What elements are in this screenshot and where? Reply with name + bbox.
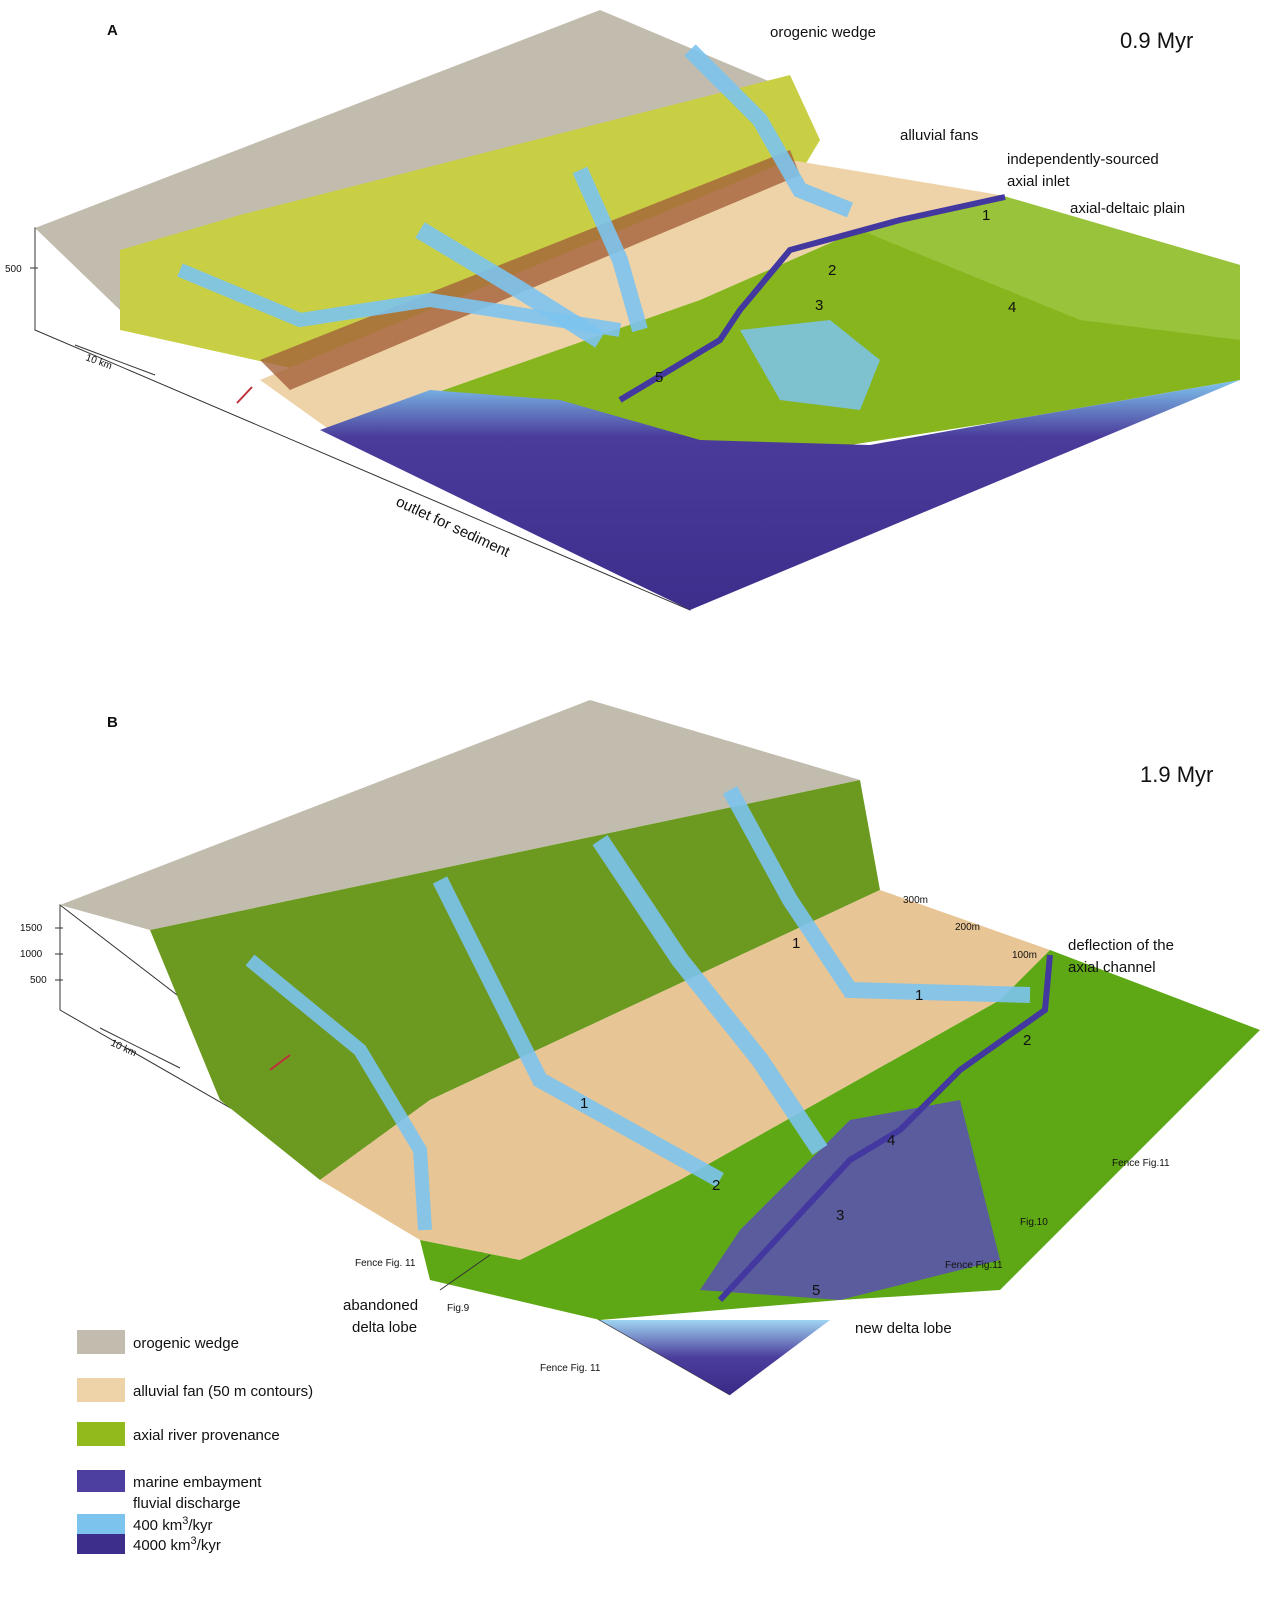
label: axial inlet	[1007, 173, 1070, 190]
label: delta lobe	[352, 1319, 417, 1336]
channel-number: 1	[792, 935, 800, 952]
marine-embayment	[600, 1320, 830, 1395]
channel-number: 1	[580, 1095, 588, 1112]
legend-swatch	[77, 1378, 125, 1402]
legend: orogenic wedge alluvial fan (50 m contou…	[77, 1330, 313, 1554]
legend-label: 400 km3/kyr	[133, 1515, 213, 1534]
fence-label: Fence Fig.11	[1112, 1158, 1170, 1169]
legend-swatch	[77, 1422, 125, 1446]
contour-label: 200m	[955, 922, 980, 933]
panel-a: A orogenic wedge 0.9 Myr alluvial fans i…	[5, 10, 1240, 610]
contour-label: 300m	[903, 895, 928, 906]
legend-unit: /kyr	[197, 1537, 221, 1554]
fence-label: Fig.10	[1020, 1217, 1048, 1228]
fence-label: Fence Fig. 11	[540, 1363, 601, 1374]
label: axial channel	[1068, 959, 1156, 976]
legend-unit: /kyr	[188, 1517, 212, 1534]
legend-label: fluvial discharge	[133, 1495, 241, 1512]
channel-number: 5	[812, 1282, 820, 1299]
channel-number: 2	[1023, 1032, 1031, 1049]
legend-label: 4000 km3/kyr	[133, 1535, 221, 1554]
channel-number: 1	[982, 207, 990, 224]
label: orogenic wedge	[770, 24, 876, 41]
channel-number: 4	[1008, 299, 1016, 316]
label: deflection of the	[1068, 937, 1174, 954]
label: alluvial fans	[900, 127, 978, 144]
panel-letter: B	[107, 714, 118, 731]
legend-swatch	[77, 1514, 125, 1534]
axis-tick-label: 1500	[20, 923, 43, 934]
panel-letter: A	[107, 22, 118, 39]
label: new delta lobe	[855, 1320, 952, 1337]
fence-label: Fig.9	[447, 1303, 470, 1314]
label: axial-deltaic plain	[1070, 200, 1185, 217]
channel-number: 4	[887, 1132, 895, 1149]
contour-label: 100m	[1012, 950, 1037, 961]
axis-tick-label: 500	[5, 264, 22, 275]
panel-b: B 1.9 Myr 300m 200m 100m deflection of t…	[20, 700, 1260, 1395]
legend-swatch	[77, 1330, 125, 1354]
axis-tick-label: 500	[30, 975, 47, 986]
channel-number: 1	[915, 987, 923, 1004]
legend-swatch	[77, 1470, 125, 1492]
label: abandoned	[343, 1297, 418, 1314]
legend-label: alluvial fan (50 m contours)	[133, 1383, 313, 1400]
figure: A orogenic wedge 0.9 Myr alluvial fans i…	[0, 0, 1279, 1594]
channel-number: 3	[836, 1207, 844, 1224]
channel-number: 2	[712, 1177, 720, 1194]
legend-label: axial river provenance	[133, 1427, 280, 1444]
channel-number: 3	[815, 297, 823, 314]
fence-label: Fence Fig. 11	[355, 1258, 416, 1269]
fence-label: Fence Fig.11	[945, 1260, 1003, 1271]
channel-number: 5	[655, 369, 663, 386]
label: independently-sourced	[1007, 151, 1159, 168]
time-label: 1.9 Myr	[1140, 762, 1213, 787]
time-label: 0.9 Myr	[1120, 28, 1193, 53]
legend-label: orogenic wedge	[133, 1335, 239, 1352]
legend-text: 400 km	[133, 1517, 182, 1534]
legend-text: 4000 km	[133, 1537, 191, 1554]
axis-tick-label: 1000	[20, 949, 43, 960]
channel-number: 2	[828, 262, 836, 279]
legend-swatch	[77, 1534, 125, 1554]
legend-label: marine embayment	[133, 1474, 262, 1491]
